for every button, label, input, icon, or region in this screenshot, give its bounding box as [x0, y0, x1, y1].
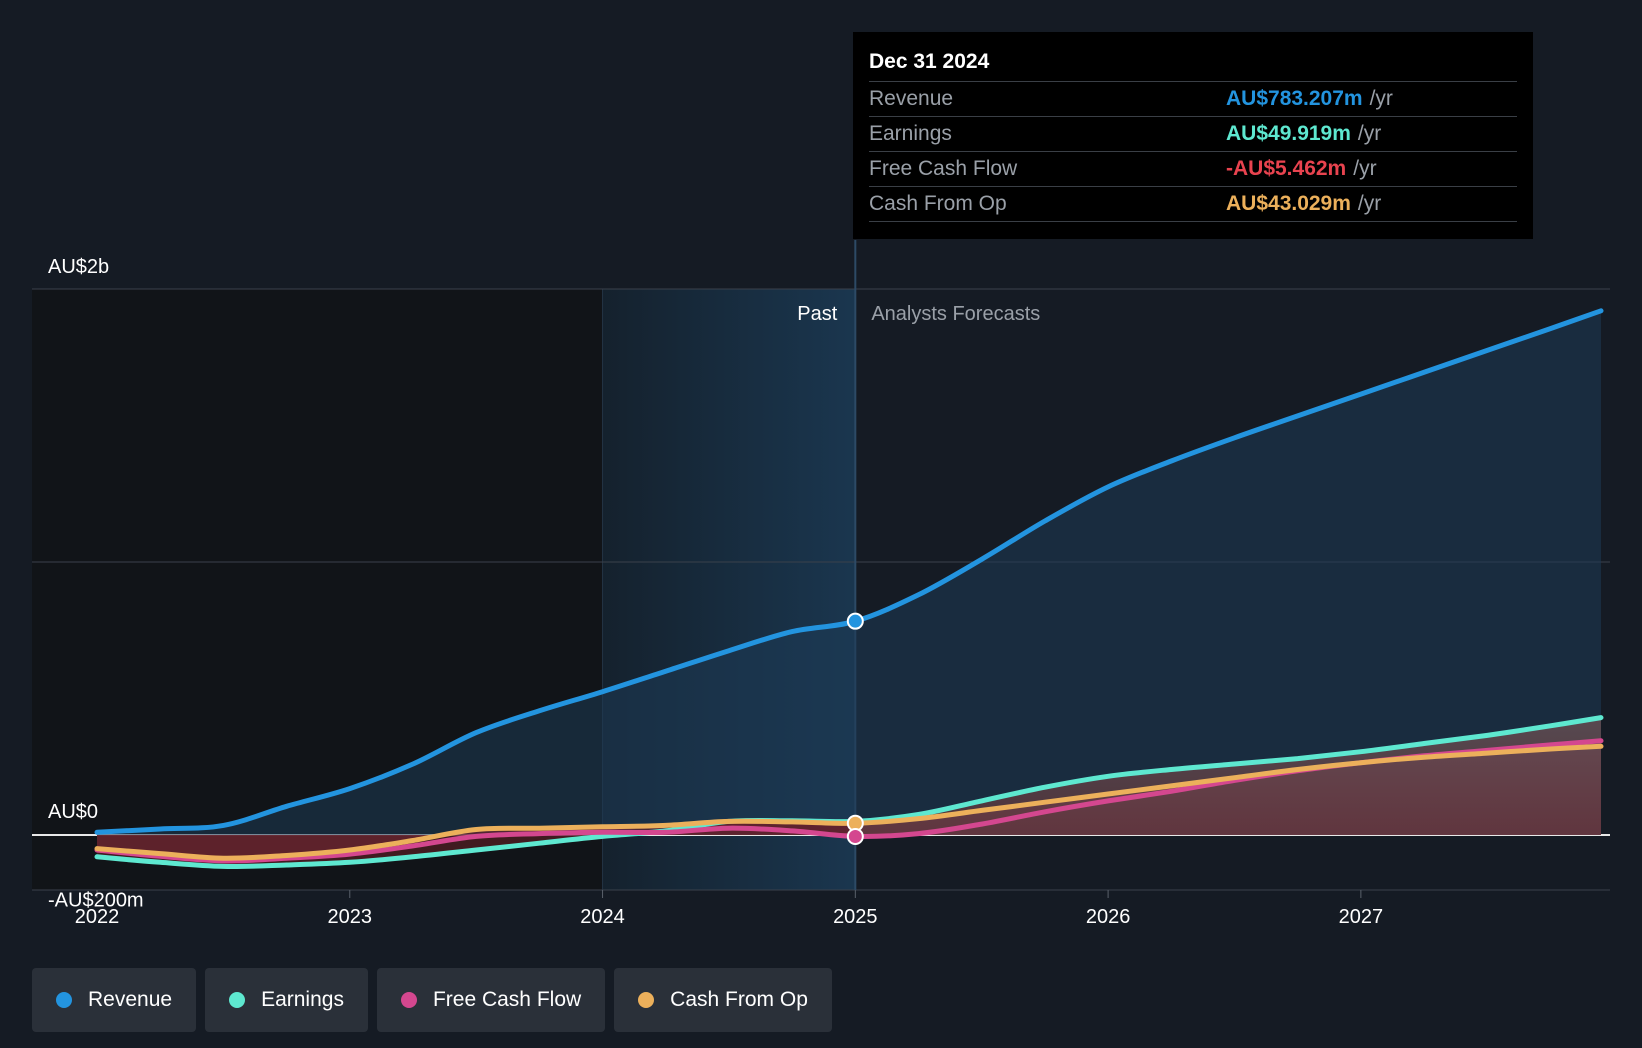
y-label-top: AU$2b: [48, 256, 109, 278]
tooltip-row-cash-from-op: Cash From Op AU$43.029m /yr: [869, 187, 1517, 222]
tooltip-unit: /yr: [1357, 192, 1382, 215]
legend-label: Revenue: [88, 988, 173, 1011]
free-cash-flow-marker: [846, 827, 864, 845]
tooltip-unit: /yr: [1357, 122, 1382, 145]
x-tick-label: 2023: [328, 906, 373, 928]
tooltip-name: Free Cash Flow: [869, 157, 1018, 180]
x-tick-label: 2024: [580, 906, 625, 928]
legend-label: Cash From Op: [670, 988, 808, 1011]
tooltip-value: -AU$5.462m: [1226, 157, 1347, 180]
forecast-label: Analysts Forecasts: [871, 303, 1040, 325]
legend-dot-icon: [229, 992, 246, 1008]
tooltip-name: Earnings: [869, 122, 952, 145]
x-tick-label: 2027: [1339, 906, 1384, 928]
x-tick-label: 2022: [75, 906, 120, 928]
tooltip-value: AU$43.029m: [1226, 192, 1351, 215]
legend-dot-icon: [56, 992, 72, 1008]
legend-dot-icon: [400, 992, 417, 1008]
legend-item-free-cash-flow[interactable]: Free Cash Flow: [376, 968, 606, 1032]
x-tick-label: 2025: [833, 906, 878, 928]
legend-item-earnings[interactable]: Earnings: [205, 968, 368, 1032]
y-label-bottom: -AU$200m: [48, 890, 144, 912]
y-label-zero: AU$0: [48, 801, 98, 823]
legend: Revenue Earnings Free Cash Flow Cash Fro…: [32, 968, 832, 1032]
legend-label: Free Cash Flow: [432, 988, 582, 1011]
tooltip-unit: /yr: [1369, 87, 1393, 110]
legend-label: Earnings: [261, 988, 344, 1011]
legend-item-revenue[interactable]: Revenue: [32, 968, 197, 1032]
tooltip: Dec 31 2024 Revenue AU$783.207m /yr Earn…: [853, 32, 1533, 239]
x-tick-label: 2026: [1086, 906, 1131, 928]
tooltip-value: AU$49.919m: [1226, 122, 1351, 145]
tooltip-date: Dec 31 2024: [869, 46, 1517, 82]
tooltip-name: Cash From Op: [869, 192, 1007, 215]
revenue-marker: [846, 612, 864, 630]
tooltip-row-free-cash-flow: Free Cash Flow -AU$5.462m /yr: [869, 152, 1517, 187]
legend-dot-icon: [638, 992, 655, 1008]
past-label: Past: [797, 303, 837, 325]
tooltip-name: Revenue: [869, 87, 954, 110]
tooltip-row-revenue: Revenue AU$783.207m /yr: [869, 82, 1517, 117]
financial-chart: 2022 2023 2024 2025 2026 2027 AU$2b AU$0 -AU$200…: [32, 240, 1610, 928]
tooltip-value: AU$783.207m: [1226, 87, 1363, 110]
tooltip-row-earnings: Earnings AU$49.919m /yr: [869, 117, 1517, 152]
tooltip-unit: /yr: [1353, 157, 1377, 180]
legend-item-cash-from-op[interactable]: Cash From Op: [614, 968, 832, 1032]
